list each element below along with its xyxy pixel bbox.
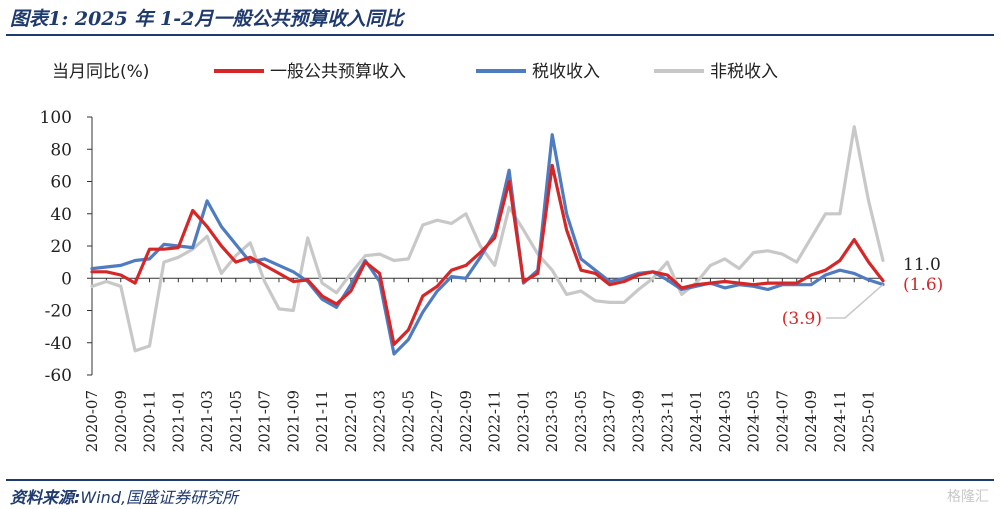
x-tick-label: 2021-03 (198, 390, 216, 452)
line-chart: 100 80 60 40 20 0 -20 -40 -60 2020-07 2020-09 2020-… (40, 62, 944, 452)
x-tick-label: 2022-09 (457, 390, 475, 452)
x-tick-label: 2020-07 (83, 390, 101, 452)
bottom-rule (6, 479, 994, 481)
x-tick-label: 2024-09 (802, 390, 820, 452)
legend: 当月同比(%) 一般公共预算收入 税收收入 非税收入 (52, 62, 778, 82)
y-tick-label: 80 (50, 140, 72, 160)
x-tick-label: 2021-05 (227, 390, 245, 452)
y-tick-label: 40 (50, 205, 72, 225)
x-tick-label: 2024-03 (716, 390, 734, 452)
x-tick-label: 2023-01 (514, 390, 532, 452)
x-tick-label: 2023-11 (658, 390, 676, 452)
x-tick-label: 2023-05 (572, 390, 590, 452)
x-tick-label: 2020-11 (141, 390, 159, 452)
y-tick-label: 60 (50, 173, 72, 193)
x-tick-label: 2022-07 (428, 390, 446, 452)
x-tick-label: 2022-05 (399, 390, 417, 452)
source-note: 资料来源:Wind,国盛证券研究所 (10, 484, 238, 508)
y-tick-label: -20 (45, 302, 72, 322)
x-tick-label: 2023-03 (543, 390, 561, 452)
chart-title: 图表1: 2025 年 1-2月一般公共预算收入同比 (10, 4, 403, 31)
x-tick-label: 2024-05 (745, 390, 763, 452)
legend-label: 一般公共预算收入 (270, 62, 406, 82)
y-tick-label: -40 (45, 334, 72, 354)
x-tick-label: 2024-01 (687, 390, 705, 452)
x-tick-label: 2023-09 (630, 390, 648, 452)
top-rule (6, 34, 994, 36)
x-tick-label: 2023-07 (601, 390, 619, 452)
x-tick-label: 2025-01 (860, 390, 878, 452)
annotation-nontax: 11.0 (903, 255, 941, 275)
legend-label: 非税收入 (710, 62, 778, 82)
axes: 100 80 60 40 20 0 -20 -40 -60 2020-07 2020-09 2020-… (40, 108, 884, 452)
series-lines (90, 125, 885, 356)
title-range: 1-2 (160, 8, 195, 30)
legend-label: 税收收入 (532, 62, 600, 82)
x-tick-label: 2021-09 (284, 390, 302, 452)
x-tick-label: 2021-07 (256, 390, 274, 452)
y-tick-label: 20 (50, 237, 72, 257)
x-tick-label: 2022-01 (342, 390, 360, 452)
x-tick-label: 2020-09 (112, 390, 130, 452)
y-tick-label: -60 (45, 366, 72, 386)
source-text: Wind,国盛证券研究所 (80, 488, 239, 507)
x-tick-label: 2021-11 (313, 390, 331, 452)
source-label: 资料来源: (10, 488, 81, 507)
x-tick-label: 2024-07 (773, 390, 791, 452)
x-tick-label: 2024-11 (831, 390, 849, 452)
title-text: 月一般公共预算收入同比 (194, 8, 404, 30)
series-line-3 (90, 125, 885, 353)
title-year: 2025 (74, 8, 128, 30)
y-tick-label: 0 (61, 269, 72, 289)
annotations: 11.0(1.6) (3.9) (782, 255, 944, 329)
x-tick-label: 2022-03 (371, 390, 389, 452)
series-line-1 (90, 163, 885, 346)
annotation-tax: (3.9) (782, 309, 822, 329)
annotation-general: (1.6) (903, 275, 943, 295)
title-year-suffix: 年 (134, 8, 154, 30)
annotation-leader (826, 283, 884, 319)
title-label: 图表1: (10, 8, 69, 30)
x-tick-label: 2021-01 (169, 390, 187, 452)
y-tick-label: 100 (40, 108, 72, 128)
y-axis-title: 当月同比(%) (52, 62, 149, 82)
x-tick-label: 2022-11 (486, 390, 504, 452)
watermark-logo: 格隆汇 (947, 489, 989, 505)
